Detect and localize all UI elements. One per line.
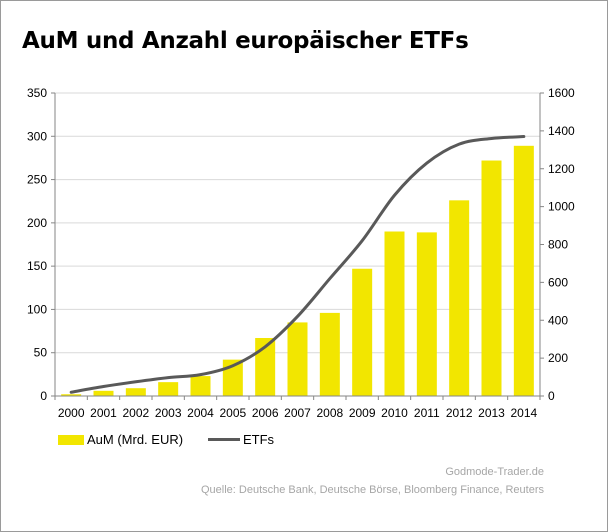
x-tick-label: 2001: [90, 406, 117, 420]
y-tick-label-right: 0: [548, 389, 555, 403]
bar: [125, 388, 146, 396]
legend-swatch-line: [208, 438, 240, 441]
chart-title: AuM und Anzahl europäischer ETFs: [22, 28, 469, 54]
y-tick-label-right: 1600: [548, 86, 575, 100]
y-tick-label-left: 300: [27, 129, 47, 143]
y-tick-label-left: 350: [27, 86, 47, 100]
x-tick-label: 2002: [122, 406, 149, 420]
bar: [384, 231, 405, 396]
bar: [449, 200, 470, 396]
y-tick-label-right: 400: [548, 313, 568, 327]
bar: [481, 160, 502, 396]
y-tick-label-left: 200: [27, 216, 47, 230]
x-tick-label: 2009: [349, 406, 376, 420]
x-tick-label: 2014: [510, 406, 537, 420]
y-tick-label-right: 1200: [548, 162, 575, 176]
bar: [416, 232, 437, 396]
x-tick-label: 2012: [446, 406, 473, 420]
y-tick-label-left: 150: [27, 259, 47, 273]
bar: [513, 145, 534, 396]
source-credit: Quelle: Deutsche Bank, Deutsche Börse, B…: [200, 484, 544, 496]
y-tick-label-right: 1000: [548, 200, 575, 214]
x-tick-label: 2008: [316, 406, 343, 420]
y-tick-label-left: 250: [27, 173, 47, 187]
x-tick-label: 2010: [381, 406, 408, 420]
x-tick-label: 2013: [478, 406, 505, 420]
bar: [255, 337, 276, 396]
x-tick-label: 2005: [219, 406, 246, 420]
legend-label-aum: AuM (Mrd. EUR): [87, 432, 184, 447]
y-tick-label-left: 50: [34, 346, 48, 360]
y-tick-label-right: 600: [548, 275, 568, 289]
y-tick-label-left: 0: [40, 389, 47, 403]
legend-swatch-bar: [58, 434, 84, 445]
legend-item-aum: AuM (Mrd. EUR): [58, 432, 183, 447]
y-tick-label-left: 100: [27, 302, 47, 316]
x-tick-label: 2006: [252, 406, 279, 420]
source-brand: Godmode-Trader.de: [445, 466, 544, 478]
bar: [319, 312, 340, 396]
bar: [61, 394, 82, 396]
bar: [190, 376, 211, 396]
x-tick-label: 2000: [58, 406, 85, 420]
y-tick-label-right: 200: [548, 351, 568, 365]
x-tick-label: 2011: [414, 406, 440, 420]
y-tick-label-right: 800: [548, 238, 568, 252]
bar: [93, 390, 114, 396]
bar: [158, 382, 179, 396]
bar: [287, 322, 308, 396]
x-tick-label: 2007: [284, 406, 311, 420]
x-tick-label: 2003: [155, 406, 182, 420]
legend-label-etfs: ETFs: [243, 432, 275, 447]
y-tick-label-right: 1400: [548, 124, 575, 138]
series-line-etfs: [69, 135, 526, 394]
bar: [352, 268, 373, 396]
x-tick-label: 2004: [187, 406, 214, 420]
legend-item-etfs: ETFs: [208, 432, 274, 447]
